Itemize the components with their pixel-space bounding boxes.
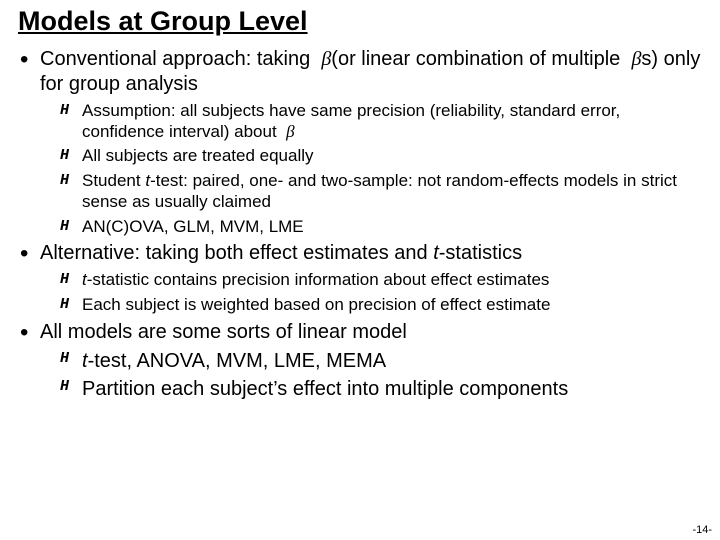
sub-list: t-statistic contains precision informati… [40,270,702,315]
bullet-allmodels: All models are some sorts of linear mode… [18,320,702,402]
sub-item: AN(C)OVA, GLM, MVM, LME [60,217,702,238]
page-number: -14- [692,524,712,536]
text-fragment: All models are some sorts of linear mode… [40,321,407,343]
bullet-list: Conventional approach: taking β(or linea… [18,47,702,402]
sub-item: t-statistic contains precision informati… [60,270,702,291]
sub-item: All subjects are treated equally [60,146,702,167]
bullet-conventional: Conventional approach: taking β(or linea… [18,47,702,237]
text-fragment: (or linear combination of multiple [331,48,626,70]
text-fragment: -test, ANOVA, MVM, LME, MEMA [88,350,387,372]
slide-title: Models at Group Level [18,6,702,37]
sub-list: Assumption: all subjects have same preci… [40,101,702,237]
sub-item: t-test, ANOVA, MVM, LME, MEMA [60,349,702,373]
slide: Models at Group Level Conventional appro… [0,0,720,540]
sub-list: t-test, ANOVA, MVM, LME, MEMA Partition … [40,349,702,402]
text-fragment: Student [82,171,145,190]
sub-item: Partition each subject’s effect into mul… [60,377,702,401]
text-fragment: -statistics [439,242,522,264]
sub-item: Each subject is weighted based on precis… [60,295,702,316]
text-fragment: Conventional approach: taking [40,48,316,70]
text-fragment: All subjects are treated equally [82,146,314,165]
text-fragment: AN(C)OVA, GLM, MVM, LME [82,217,304,236]
text-fragment: Alternative: taking both effect estimate… [40,242,433,264]
text-fragment: Each subject is weighted based on precis… [82,295,550,314]
sub-item: Assumption: all subjects have same preci… [60,101,702,142]
bullet-alternative: Alternative: taking both effect estimate… [18,241,702,315]
text-fragment: -statistic contains precision informatio… [87,270,550,289]
beta-icon: β [286,122,294,141]
beta-icon: β [631,48,641,70]
sub-item: Student t-test: paired, one- and two-sam… [60,171,702,212]
beta-icon: β [321,48,331,70]
text-fragment: -test: paired, one- and two-sample: not … [82,171,677,211]
text-fragment: Partition each subject’s effect into mul… [82,378,568,400]
text-fragment: Assumption: all subjects have same preci… [82,101,620,141]
